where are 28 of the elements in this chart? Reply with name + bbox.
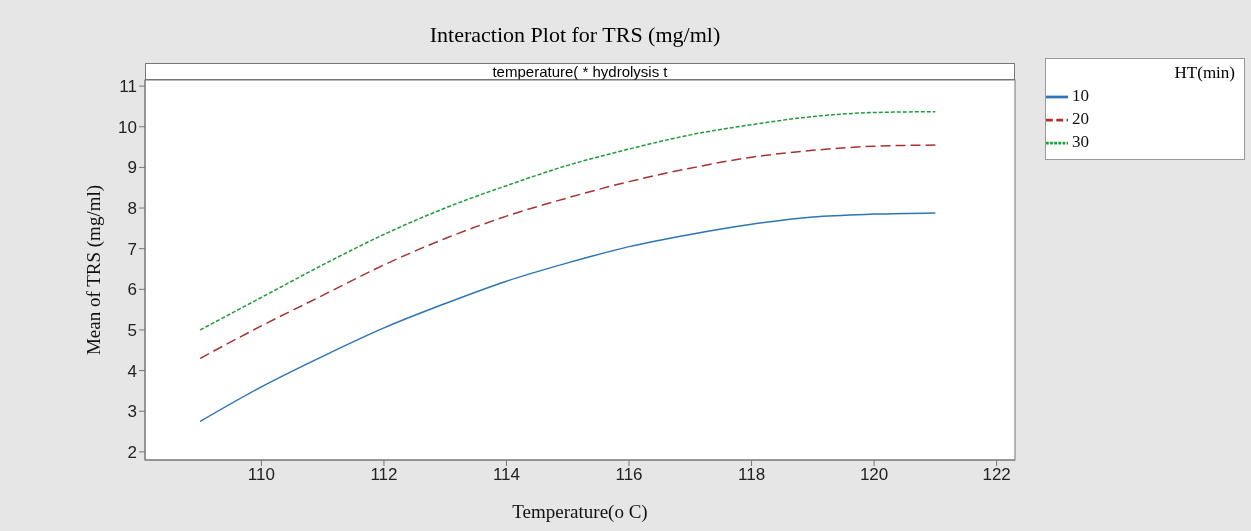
x-tick-label: 118 bbox=[737, 465, 766, 485]
y-tick-label: 8 bbox=[127, 199, 137, 219]
y-tick-label: 10 bbox=[118, 117, 137, 137]
y-tick-label: 7 bbox=[127, 239, 137, 259]
y-axis-title: Mean of TRS (mg/ml) bbox=[82, 184, 105, 356]
legend-title: HT(min) bbox=[1173, 63, 1235, 83]
y-tick-label: 3 bbox=[127, 402, 137, 422]
legend-label: 20 bbox=[1072, 109, 1089, 129]
x-tick-label: 122 bbox=[982, 465, 1011, 485]
legend-label: 30 bbox=[1072, 132, 1089, 152]
y-tick-label: 5 bbox=[127, 320, 137, 340]
x-tick-label: 112 bbox=[370, 465, 398, 485]
legend-label: 10 bbox=[1072, 86, 1089, 105]
y-tick-label: 11 bbox=[119, 77, 137, 97]
chart-subtitle: temperature( * hydrolysis t bbox=[145, 63, 1015, 80]
x-tick-label: 120 bbox=[859, 465, 889, 485]
x-tick-label: 110 bbox=[247, 465, 275, 485]
line-series bbox=[199, 110, 937, 331]
y-tick-label: 9 bbox=[127, 158, 137, 178]
y-tick-label: 4 bbox=[127, 361, 137, 381]
y-tick-label: 6 bbox=[127, 280, 137, 300]
chart-title: Interaction Plot for TRS (mg/ml) bbox=[428, 22, 722, 48]
x-tick-label: 116 bbox=[615, 465, 643, 485]
line-series bbox=[199, 212, 937, 423]
y-tick-label: 2 bbox=[127, 442, 137, 462]
x-axis-title: Temperature(o C) bbox=[512, 501, 648, 523]
line-series bbox=[199, 144, 937, 360]
x-tick-label: 114 bbox=[492, 465, 521, 485]
